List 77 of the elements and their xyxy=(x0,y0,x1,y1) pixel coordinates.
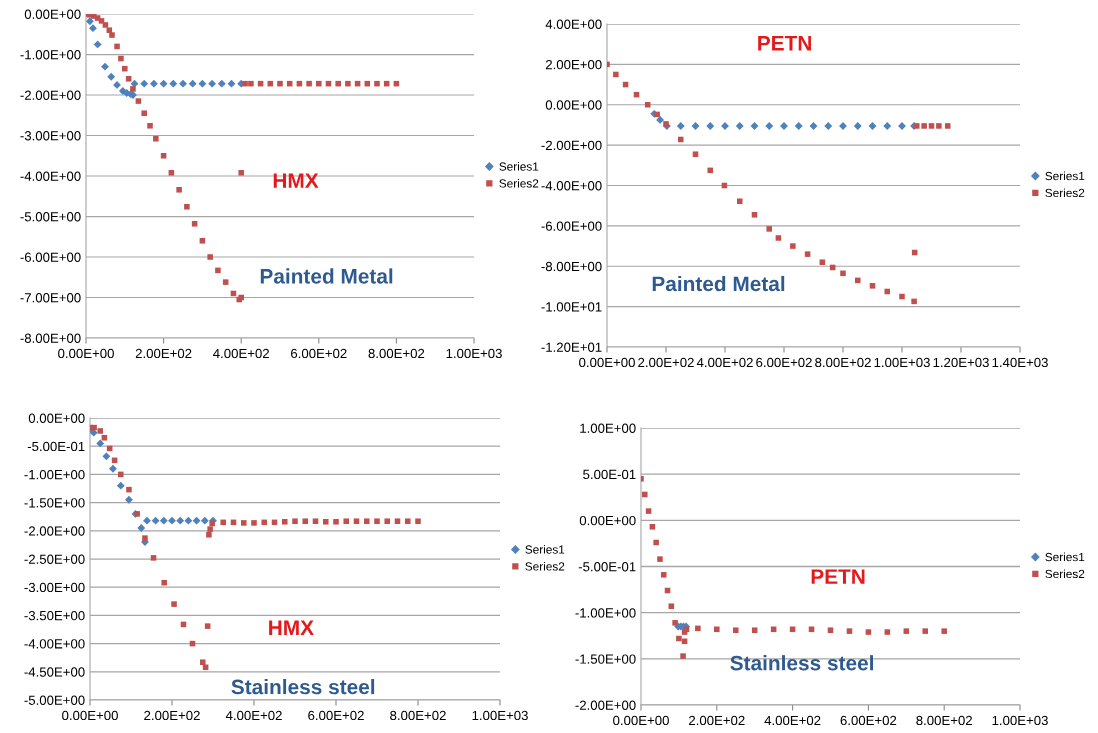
y-tick-label: -8.00E+00 xyxy=(20,333,81,343)
x-tick-label: 1.00E+03 xyxy=(874,357,930,368)
x-tick-label: 2.00E+02 xyxy=(638,357,694,368)
y-tick-label: 5.00E-01 xyxy=(583,469,636,480)
annotation: PETN xyxy=(758,36,811,51)
y-tick-label: -2.00E+00 xyxy=(541,140,602,151)
y-tick-label: -6.00E+00 xyxy=(541,221,602,231)
legend-label: Series1 xyxy=(525,545,565,554)
y-tick-label: -3.00E+00 xyxy=(20,131,81,141)
legend-label: Series1 xyxy=(1045,171,1085,181)
y-tick-label: -4.00E+00 xyxy=(541,181,602,191)
y-tick-label: -5.00E-01 xyxy=(578,562,636,572)
y-tick-label: -3.00E+00 xyxy=(24,582,85,593)
x-tick-label: 8.00E+02 xyxy=(916,715,972,726)
y-tick-label: 0.00E+00 xyxy=(545,100,602,110)
legend-label: Series1 xyxy=(499,162,539,171)
y-tick-label: 0.00E+00 xyxy=(24,9,81,19)
y-tick-label: -1.00E+00 xyxy=(20,50,81,60)
y-tick-label: 1.00E+00 xyxy=(580,423,636,433)
x-tick-label: 8.00E+02 xyxy=(815,357,871,368)
x-tick-label: 2.00E+02 xyxy=(689,715,745,726)
x-tick-label: 0.00E+00 xyxy=(62,710,118,721)
x-tick-label: 6.00E+02 xyxy=(308,710,364,721)
y-tick-label: -5.00E-01 xyxy=(27,441,85,452)
x-tick-label: 2.00E+02 xyxy=(144,710,200,721)
x-tick-label: 8.00E+02 xyxy=(390,710,446,721)
y-tick-label: -4.00E+00 xyxy=(24,639,85,649)
x-tick-label: 4.00E+02 xyxy=(213,348,269,359)
x-tick-label: 0.00E+00 xyxy=(58,348,114,359)
y-tick-label: 0.00E+00 xyxy=(28,413,85,423)
y-tick-label: -1.00E+00 xyxy=(24,469,85,480)
y-tick-label: 4.00E+00 xyxy=(545,19,602,29)
x-tick-label: 1.00E+03 xyxy=(446,348,502,359)
y-tick-label: -2.00E+00 xyxy=(575,700,636,710)
y-tick-label: -7.00E+00 xyxy=(20,293,81,303)
y-tick-label: -2.00E+00 xyxy=(20,90,81,100)
y-tick-label: -3.50E+00 xyxy=(24,610,85,621)
y-tick-label: -5.00E+00 xyxy=(24,695,85,705)
legend-label: Series2 xyxy=(1045,188,1085,198)
x-tick-label: 4.00E+02 xyxy=(764,715,821,726)
y-tick-label: -1.00E+00 xyxy=(575,608,636,618)
annotation: Painted Metal xyxy=(260,268,393,284)
annotation: Stainless steel xyxy=(730,655,873,671)
y-tick-label: 0.00E+00 xyxy=(579,515,636,526)
y-tick-label: -8.00E+00 xyxy=(541,261,602,272)
y-tick-label: -1.50E+00 xyxy=(575,654,636,664)
x-tick-label: 1.00E+03 xyxy=(992,715,1048,726)
y-tick-label: 2.00E+00 xyxy=(545,59,602,70)
annotation: Stainless steel xyxy=(231,679,375,695)
y-tick-label: -6.00E+00 xyxy=(20,252,81,262)
legend-label: Series2 xyxy=(525,561,565,571)
annotation: PETN xyxy=(811,569,865,584)
y-tick-label: -2.50E+00 xyxy=(24,554,85,564)
y-tick-label: -1.50E+00 xyxy=(24,498,85,508)
x-tick-label: 6.00E+02 xyxy=(840,715,897,726)
x-tick-label: 1.00E+03 xyxy=(472,710,528,721)
y-tick-label: -4.50E+00 xyxy=(24,667,85,677)
x-tick-label: 4.00E+02 xyxy=(696,357,753,368)
annotation: Painted Metal xyxy=(652,275,785,292)
legend-label: Series2 xyxy=(499,178,539,188)
x-tick-label: 4.00E+02 xyxy=(225,710,282,721)
y-tick-label: -4.00E+00 xyxy=(20,171,81,181)
x-tick-label: 6.00E+02 xyxy=(756,357,812,368)
annotation: HMX xyxy=(269,620,314,635)
y-tick-label: -2.00E+00 xyxy=(24,526,85,536)
x-tick-label: 6.00E+02 xyxy=(291,348,347,359)
legend-label: Series2 xyxy=(1045,569,1085,579)
x-tick-label: 1.20E+03 xyxy=(933,357,989,368)
x-tick-label: 8.00E+02 xyxy=(368,348,425,359)
x-tick-label: 1.40E+03 xyxy=(992,357,1048,368)
x-tick-label: 2.00E+02 xyxy=(135,348,192,359)
y-tick-label: -5.00E+00 xyxy=(20,212,81,222)
y-tick-label: -1.20E+01 xyxy=(541,342,602,352)
annotation: HMX xyxy=(273,173,319,188)
x-tick-label: 0.00E+00 xyxy=(613,715,669,726)
legend-label: Series1 xyxy=(1045,552,1085,562)
y-tick-label: -1.00E+01 xyxy=(541,302,602,312)
